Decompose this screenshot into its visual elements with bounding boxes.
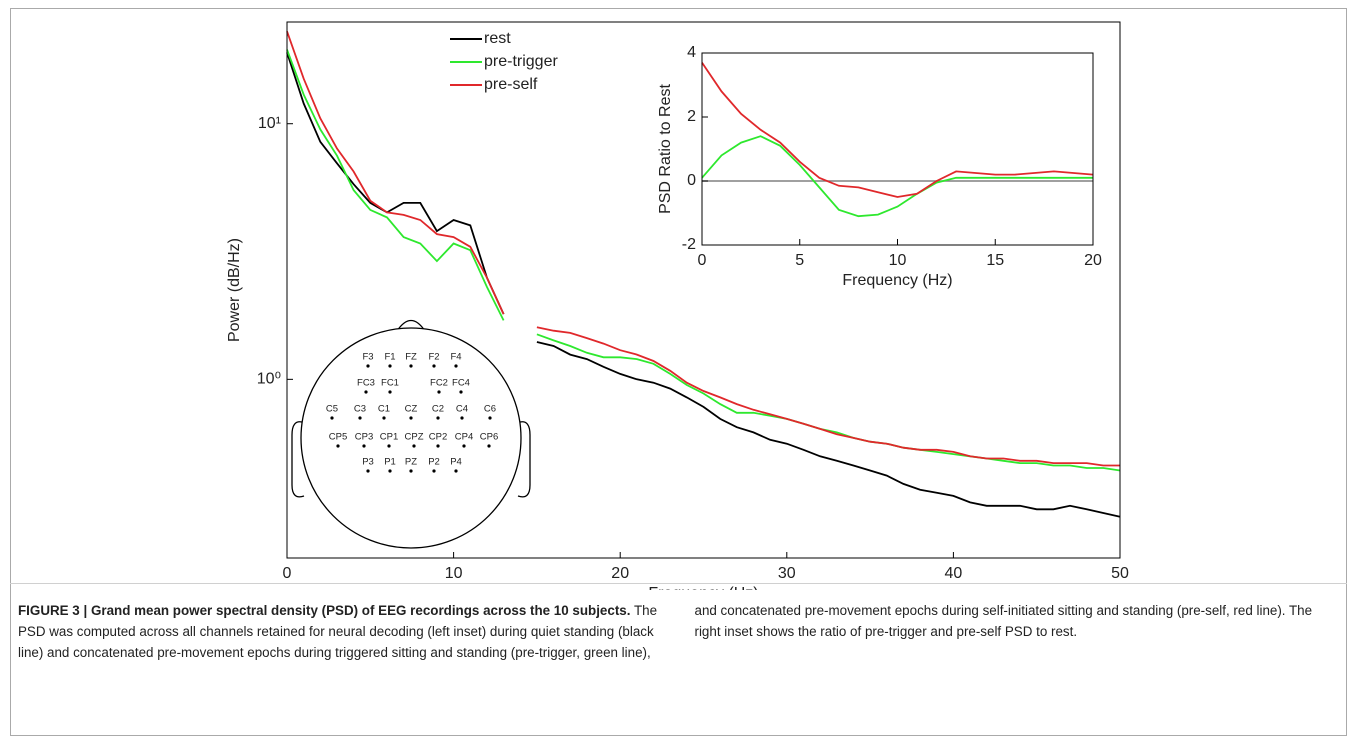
electrode-label: C6 bbox=[484, 404, 496, 415]
electrode-label: CZ bbox=[405, 404, 418, 415]
electrode-label: FC3 bbox=[357, 378, 375, 389]
electrode-dot bbox=[330, 416, 334, 420]
electrode-label: P2 bbox=[428, 457, 440, 468]
x-tick-label: 10 bbox=[889, 252, 907, 269]
separator bbox=[10, 583, 1347, 584]
x-tick-label: 20 bbox=[611, 565, 629, 582]
electrode-label: FC4 bbox=[452, 378, 470, 389]
electrode-label: FZ bbox=[405, 352, 417, 363]
electrode-label: C2 bbox=[432, 404, 444, 415]
electrode-label: CP5 bbox=[329, 432, 347, 443]
electrode-dot bbox=[364, 390, 368, 394]
electrode-dot bbox=[362, 444, 366, 448]
caption: FIGURE 3 | Grand mean power spectral den… bbox=[18, 600, 1341, 686]
head-map: F3 F1 FZ F2 F4 FC3 FC1 FC2 FC4 C5 C3 C1 CZ C2 C4 C6 CP5 C… bbox=[291, 319, 531, 549]
series-line bbox=[701, 135, 1093, 218]
electrode-label: P4 bbox=[450, 457, 462, 468]
y-tick-label: -2 bbox=[682, 236, 696, 253]
x-axis-label: Frequency (Hz) bbox=[648, 585, 758, 590]
electrode-label: FC2 bbox=[430, 378, 448, 389]
electrode-label: CP2 bbox=[429, 432, 447, 443]
x-tick-label: 10 bbox=[445, 565, 463, 582]
electrode-dot bbox=[366, 469, 370, 473]
x-axis-label: Frequency (Hz) bbox=[842, 272, 952, 289]
caption-text: The PSD was computed across all channels… bbox=[18, 603, 1313, 660]
plot-area bbox=[702, 53, 1093, 245]
y-tick-label: 4 bbox=[687, 44, 696, 61]
electrode-label: CP4 bbox=[455, 432, 473, 443]
series-line bbox=[701, 62, 1094, 198]
electrode-dot bbox=[336, 444, 340, 448]
electrode-dot bbox=[437, 390, 441, 394]
electrode-dot bbox=[358, 416, 362, 420]
electrode-label: PZ bbox=[405, 457, 417, 468]
electrode-dot bbox=[388, 390, 392, 394]
y-axis-label: PSD Ratio to Rest bbox=[657, 84, 674, 214]
electrode-dot bbox=[436, 416, 440, 420]
y-tick-label: 2 bbox=[687, 108, 696, 125]
electrode-label: C3 bbox=[354, 404, 366, 415]
axes-frame bbox=[286, 21, 1121, 559]
y-tick-label: 0 bbox=[687, 172, 696, 189]
electrode-dot bbox=[409, 416, 413, 420]
electrode-dot bbox=[412, 444, 416, 448]
electrode-label: C1 bbox=[378, 404, 390, 415]
nose bbox=[396, 319, 426, 332]
caption-title: FIGURE 3 | Grand mean power spectral den… bbox=[18, 603, 631, 618]
electrode-dot bbox=[409, 364, 413, 368]
electrode-label: C4 bbox=[456, 404, 468, 415]
x-tick-label: 15 bbox=[986, 252, 1004, 269]
electrode-label: CP6 bbox=[480, 432, 498, 443]
series-line bbox=[286, 31, 1120, 467]
electrode-dot bbox=[409, 469, 413, 473]
electrode-dot bbox=[388, 469, 392, 473]
electrode-dot bbox=[432, 364, 436, 368]
electrode-label: F2 bbox=[428, 352, 439, 363]
electrode-label: F3 bbox=[362, 352, 373, 363]
electrode-label: F1 bbox=[384, 352, 395, 363]
electrode-label: CPZ bbox=[405, 432, 424, 443]
electrode-dot bbox=[388, 364, 392, 368]
electrode-label: P3 bbox=[362, 457, 374, 468]
y-tick-label: 10¹ bbox=[258, 115, 281, 132]
y-axis-label: Power (dB/Hz) bbox=[226, 238, 243, 342]
electrode-dot bbox=[454, 469, 458, 473]
electrode-dot bbox=[459, 390, 463, 394]
electrode-dot bbox=[382, 416, 386, 420]
electrode-label: F4 bbox=[450, 352, 461, 363]
x-tick-label: 40 bbox=[945, 565, 963, 582]
electrode-dot bbox=[487, 444, 491, 448]
x-tick-label: 5 bbox=[795, 252, 804, 269]
electrode-dot bbox=[436, 444, 440, 448]
left-ear bbox=[291, 421, 305, 498]
electrode-dot bbox=[460, 416, 464, 420]
electrode-dot bbox=[454, 364, 458, 368]
axes-frame bbox=[701, 52, 1094, 246]
x-tick-label: 0 bbox=[698, 252, 707, 269]
electrode-dot bbox=[366, 364, 370, 368]
electrode-dot bbox=[387, 444, 391, 448]
electrode-label: P1 bbox=[384, 457, 396, 468]
head bbox=[300, 327, 522, 549]
series-line bbox=[286, 52, 1121, 518]
electrode-label: FC1 bbox=[381, 378, 399, 389]
x-tick-label: 30 bbox=[778, 565, 796, 582]
figure-frame bbox=[10, 8, 1347, 736]
electrode-label: CP3 bbox=[355, 432, 373, 443]
legend-label: pre-trigger bbox=[484, 53, 558, 70]
legend-label: rest bbox=[484, 30, 511, 47]
electrode-dot bbox=[462, 444, 466, 448]
electrode-dot bbox=[488, 416, 492, 420]
x-tick-label: 50 bbox=[1111, 565, 1129, 582]
x-tick-label: 0 bbox=[283, 565, 292, 582]
figure: 0102030405010⁰10¹Frequency (Hz)Power (dB… bbox=[226, 21, 1129, 590]
y-tick-label: 10⁰ bbox=[257, 371, 281, 388]
legend-label: pre-self bbox=[484, 76, 538, 93]
electrode-label: CP1 bbox=[380, 432, 398, 443]
electrode-label: C5 bbox=[326, 404, 338, 415]
right-ear bbox=[517, 421, 531, 498]
electrode-dot bbox=[432, 469, 436, 473]
x-tick-label: 20 bbox=[1084, 252, 1102, 269]
